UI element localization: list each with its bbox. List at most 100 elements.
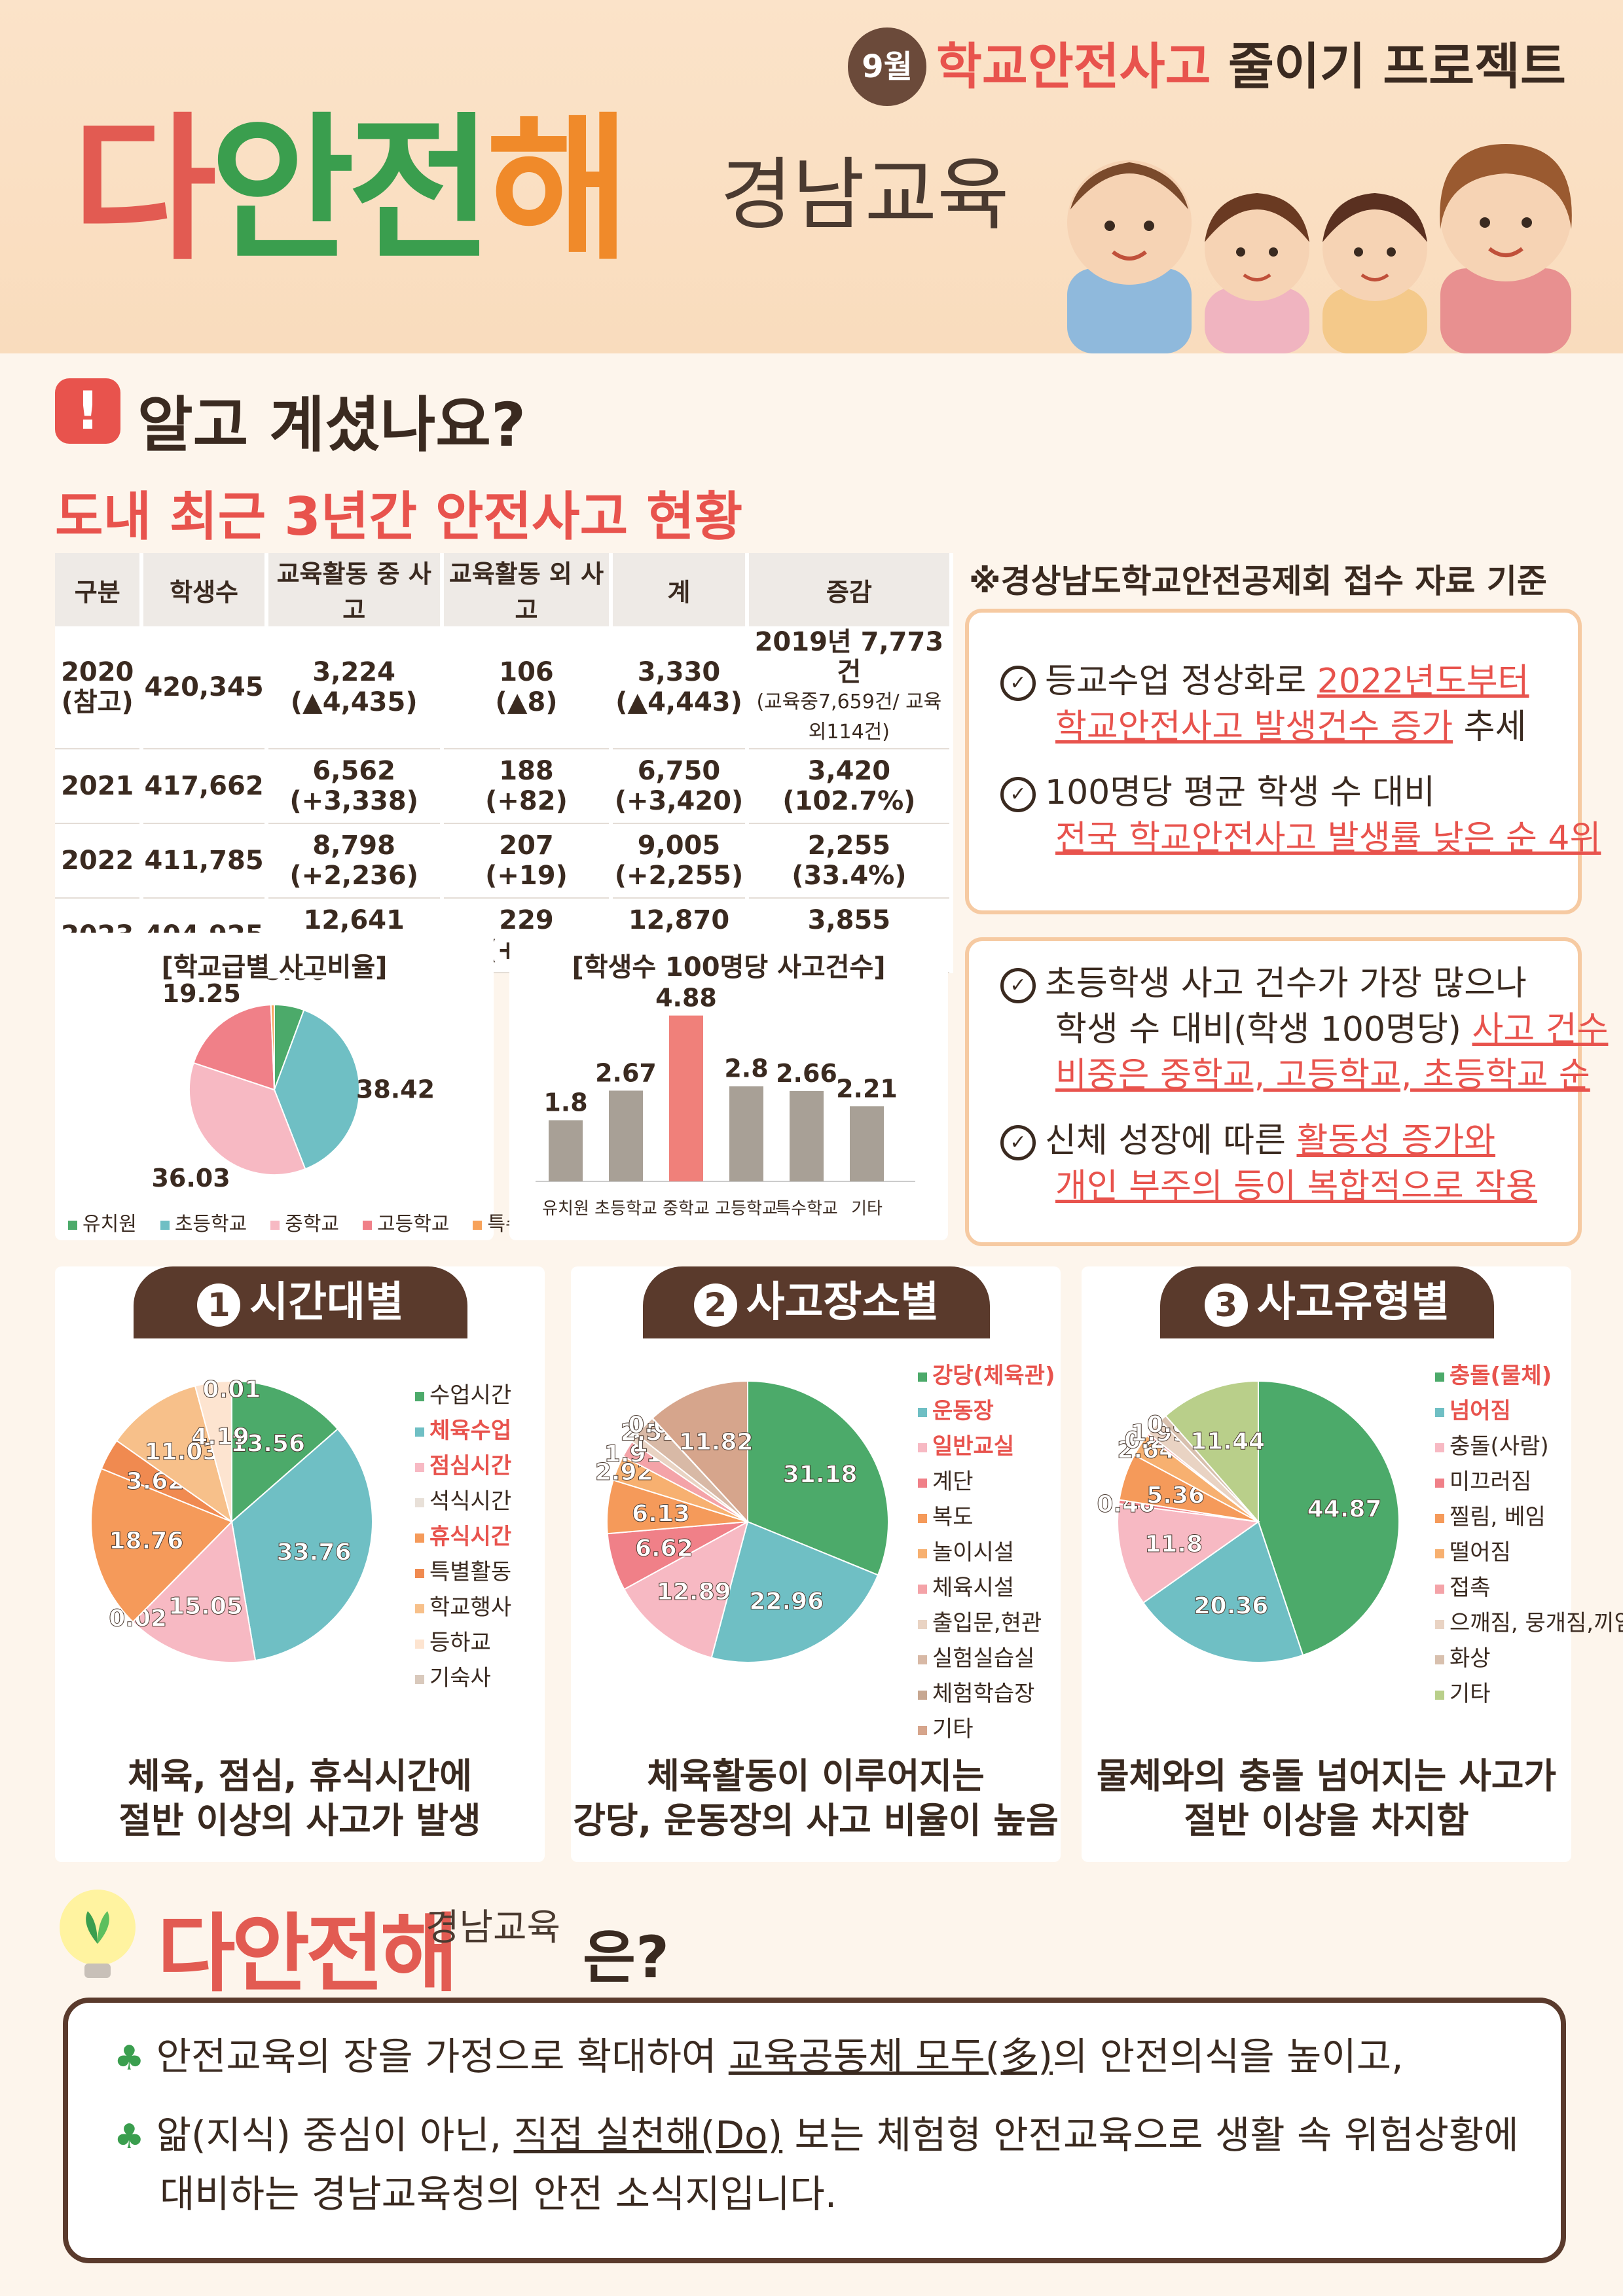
bar — [669, 1015, 703, 1181]
legend-label: 체육수업 — [429, 1418, 512, 1444]
legend-item: 체육시설 — [918, 1570, 1055, 1605]
legend-label: 등하교 — [429, 1630, 491, 1656]
legend-item: 수업시간 — [415, 1378, 511, 1413]
cell-value: 3,420 — [807, 756, 891, 786]
source-note: ※경상남도학교안전공제회 접수 자료 기준 — [969, 562, 1547, 600]
kid-1 — [1067, 160, 1192, 353]
legend-item: 초등학교 — [160, 1213, 259, 1236]
pie-value-label: 33.76 — [277, 1539, 352, 1566]
table-cell: 9,005 (+2,255) — [611, 823, 749, 899]
table-header: 구분 — [55, 553, 144, 626]
pie-slice — [747, 1380, 889, 1576]
table-cell: 3,420 (102.7%) — [746, 749, 954, 824]
bar — [790, 1090, 824, 1181]
legend-label: 중학교 — [285, 1213, 340, 1236]
about-logo: 다안전해 — [157, 1904, 458, 2003]
about-box: ♣ 안전교육의 장을 가정으로 확대하여 교육공동체 모두(多)의 안전의식을 높… — [63, 1998, 1566, 2263]
cell-value: 2022 — [61, 846, 134, 876]
legend-label: 체육시설 — [932, 1575, 1015, 1601]
bar-value-label: 2.8 — [724, 1054, 768, 1083]
table-header: 교육활동 중 사고 — [266, 553, 444, 626]
pie-value-label: 11.8 — [1144, 1531, 1203, 1558]
type-legend: 충돌(물체) 넘어짐 충돌(사람) 미끄러짐 찔림, 베임 떨어짐 접촉 으깨짐, 뭉개짐,끼… — [1435, 1358, 1623, 1712]
table-cell: 420,345 — [141, 626, 268, 749]
kid-3 — [1322, 193, 1427, 353]
table-cell: 2022 — [55, 823, 144, 899]
table-row: 2022 411,785 8,798 (+2,236) 207 (+19) 9,005 (+2… — [55, 823, 954, 899]
pie-value-label: 15.05 — [168, 1593, 243, 1620]
note-line: 개인 부주의 등이 복합적으로 작용 — [1055, 1167, 1537, 1206]
about-suffix: 은? — [583, 1924, 670, 1991]
pie-slice — [90, 1467, 233, 1623]
table-cell: 2,255 (33.4%) — [746, 823, 954, 899]
cell-subvalue: (▲4,443) — [615, 687, 742, 717]
cell-value: 2,255 — [807, 831, 891, 861]
legend-item: 충돌(물체) — [1435, 1358, 1623, 1393]
bar — [729, 1086, 763, 1181]
pie-value-label: 11.82 — [679, 1429, 754, 1456]
legend-label: 휴식시간 — [429, 1524, 512, 1550]
note-line: 학생 수 대비(학생 100명당) 사고 건수 — [1055, 1010, 1609, 1049]
legend-label: 학교행사 — [429, 1594, 512, 1621]
cell-value: 6,562 — [312, 756, 395, 786]
bar-category-label: 초등학교 — [594, 1199, 657, 1219]
legend-label: 석식시간 — [429, 1488, 512, 1515]
pie-slice — [230, 1428, 373, 1662]
legend-item: 떨어짐 — [1435, 1535, 1623, 1570]
time-legend: 수업시간 체육수업 점심시간 석식시간 휴식시간 특별활동 학교행사 등하교 기숙사 — [415, 1378, 511, 1696]
legend-label: 놀이시설 — [932, 1539, 1015, 1566]
table-cell: 106 (▲8) — [441, 626, 613, 749]
type-section-card: 3 사고유형별 44.87 20.36 11.8 0.46 5.36 2.64 0.28 1.9… — [1082, 1266, 1623, 1862]
cell-value: 12,641 — [303, 905, 405, 935]
note-line: ✓ 등교수업 정상화로 2022년도부터 — [1000, 658, 1529, 704]
chart-title: [학생수 100명당 사고건수] — [572, 952, 886, 982]
bar — [609, 1090, 643, 1181]
children-illustration — [1067, 144, 1572, 353]
chart-title: [학교급별 사고비율] — [161, 952, 388, 982]
legend-label: 체험학습장 — [932, 1681, 1035, 1707]
pie-value-label: 0.64 — [241, 978, 302, 984]
note-line: ✓ 초등학생 사고 건수가 가장 많으나 — [1000, 961, 1527, 1007]
time-section-card: 1 시간대별 13.56 33.76 15.05 0.02 18.76 3.62 11.03 4… — [55, 1266, 545, 1862]
pie-slice — [115, 1385, 233, 1524]
pie-value-label: 0.01 — [203, 1376, 261, 1403]
legend-label: 찔림, 베임 — [1450, 1504, 1546, 1530]
legend-label: 강당(체육관) — [932, 1363, 1055, 1389]
legend-label: 기숙사 — [429, 1665, 491, 1691]
cell-subvalue: (▲4,435) — [290, 687, 418, 717]
pie-value-label: 44.87 — [1307, 1496, 1382, 1523]
legend-item: 넘어짐 — [1435, 1393, 1623, 1429]
time-caption: 체육, 점심, 휴식시간에 절반 이상의 사고가 발생 — [119, 1755, 481, 1841]
legend-item: 놀이시설 — [918, 1535, 1055, 1570]
pie-slice — [1142, 1520, 1304, 1663]
bar — [850, 1106, 884, 1181]
legend-label: 운동장 — [932, 1398, 994, 1424]
legend-item: 찔림, 베임 — [1435, 1499, 1623, 1535]
clover-icon: ♣ — [114, 2039, 145, 2078]
pie-slice — [651, 1380, 748, 1524]
cell-value: 3,224 — [312, 657, 395, 687]
table-cell: 2020 (참고) — [55, 626, 144, 749]
cell-subvalue: (102.7%) — [782, 786, 916, 816]
table-header: 학생수 — [141, 553, 268, 626]
legend-item: 충돌(사람) — [1435, 1429, 1623, 1464]
legend-label: 수업시간 — [429, 1382, 512, 1408]
pie-slice — [270, 1003, 275, 1090]
pie-slice — [273, 1009, 360, 1170]
legend-label: 초등학교 — [174, 1213, 247, 1236]
pie-slice — [192, 1004, 276, 1091]
legend-item: 기타 — [918, 1712, 1055, 1747]
legend-item: 중학교 — [270, 1213, 351, 1236]
project-title: 학교안전사고 줄이기 프로젝트 — [936, 37, 1566, 96]
table-cell: 417,662 — [141, 749, 268, 824]
note-box-2: ✓ 초등학생 사고 건수가 가장 많으나 학생 수 대비(학생 100명당) 사고… — [965, 937, 1608, 1246]
check-icon: ✓ — [1000, 1125, 1036, 1160]
pie-value-label: 11.44 — [1190, 1428, 1265, 1455]
legend-label: 기타 — [932, 1716, 974, 1742]
pie-slice — [231, 1380, 339, 1524]
legend-label: 고등학교 — [377, 1213, 450, 1236]
bar-value-label: 2.21 — [836, 1074, 898, 1103]
legend-item: 복도 — [918, 1499, 1055, 1535]
legend-label: 미끄러짐 — [1450, 1469, 1532, 1495]
legend-item: 기숙사 — [415, 1660, 511, 1696]
